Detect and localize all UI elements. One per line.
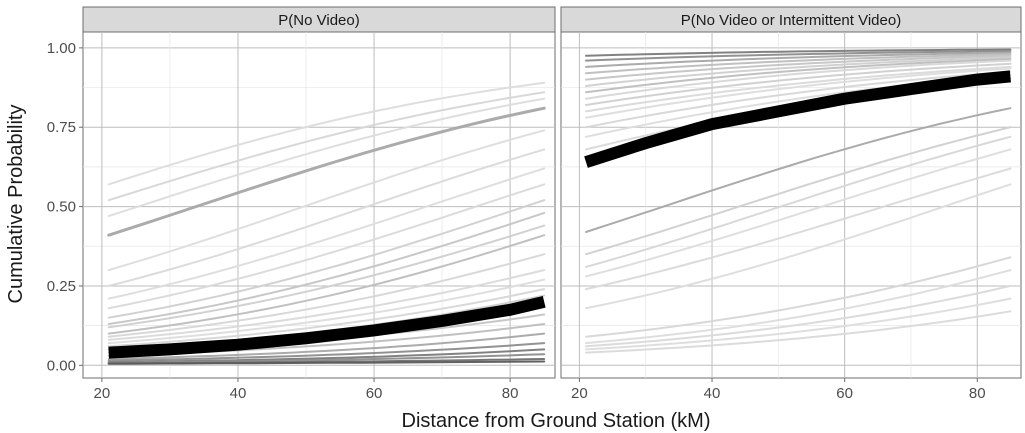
- series-line-6: [107, 148, 546, 287]
- y-axis-label: Cumulative Probability: [5, 105, 27, 304]
- series-line-25: [585, 310, 1012, 354]
- highlight-mean-line: [584, 70, 1011, 168]
- series-line-7: [107, 167, 546, 300]
- series-line-5: [107, 129, 546, 272]
- series-line-7: [585, 58, 1012, 94]
- panel-strip: [560, 6, 1022, 33]
- series-line-13: [107, 253, 546, 338]
- series-line-5: [585, 54, 1012, 81]
- y-tick-label: 0.50: [47, 199, 76, 216]
- series-line-17: [585, 135, 1012, 268]
- series-line-2: [107, 81, 546, 186]
- x-tick-label: 20: [571, 385, 588, 402]
- series-line-2: [585, 50, 1012, 62]
- series-line-3: [585, 51, 1012, 68]
- series-line-24: [585, 297, 1012, 351]
- series-line-21: [585, 256, 1012, 338]
- x-tick-label: 40: [704, 385, 721, 402]
- x-tick-label: 20: [94, 385, 111, 402]
- series-line-1: [585, 48, 1012, 57]
- series-line-4: [107, 97, 546, 218]
- highlight-mean-line: [108, 295, 546, 359]
- y-tick-label: 0.00: [47, 357, 76, 374]
- series-line-6: [585, 56, 1012, 87]
- panel-strip-title: P(No Video or Intermittent Video): [681, 12, 901, 29]
- series-line-22: [585, 269, 1012, 345]
- series-line-19: [585, 167, 1012, 291]
- series-line-8: [585, 59, 1012, 100]
- series-line-16: [585, 126, 1012, 256]
- series-line-10: [585, 65, 1012, 113]
- x-axis-label: Distance from Ground Station (kM): [402, 410, 711, 432]
- series-line-23: [585, 284, 1012, 348]
- panel-strip: [82, 6, 556, 33]
- series-line-25: [107, 360, 546, 365]
- series-line-11: [585, 67, 1012, 119]
- series-line-18: [585, 148, 1012, 278]
- x-tick-label: 40: [230, 385, 247, 402]
- series-line-12: [107, 234, 546, 335]
- series-line-3: [107, 91, 546, 202]
- series-line-9: [107, 199, 546, 319]
- x-tick-label: 60: [836, 385, 853, 402]
- x-tick-label: 60: [366, 385, 383, 402]
- series-line-9: [585, 62, 1012, 106]
- series-line-10: [107, 211, 546, 325]
- series-line-1: [107, 106, 546, 237]
- panel-no-video: P(No Video) 20 40 60 80 0.00 0.25 0.50 0.75 1.00: [47, 6, 556, 402]
- x-tick-label: 80: [969, 385, 986, 402]
- series-line-4: [585, 53, 1012, 75]
- series-line-15: [107, 278, 546, 345]
- series-line-11: [107, 224, 546, 329]
- series-line-12: [585, 70, 1012, 129]
- series-line-20: [107, 332, 546, 360]
- y-tick-label: 0.75: [47, 119, 76, 136]
- x-tick-label: 80: [502, 385, 519, 402]
- panel-strip-title: P(No Video): [278, 12, 359, 29]
- series-line-16: [107, 288, 546, 348]
- series-line-21: [107, 342, 546, 362]
- y-tick-label: 0.25: [47, 278, 76, 295]
- series-line-20: [585, 183, 1012, 310]
- series-line-15: [585, 107, 1012, 233]
- series-line-8: [107, 183, 546, 310]
- panel-no-video-or-intermittent: P(No Video or Intermittent Video) 20 40 60 8…: [560, 6, 1022, 402]
- series-line-14: [107, 269, 546, 341]
- y-tick-label: 1.00: [47, 40, 76, 57]
